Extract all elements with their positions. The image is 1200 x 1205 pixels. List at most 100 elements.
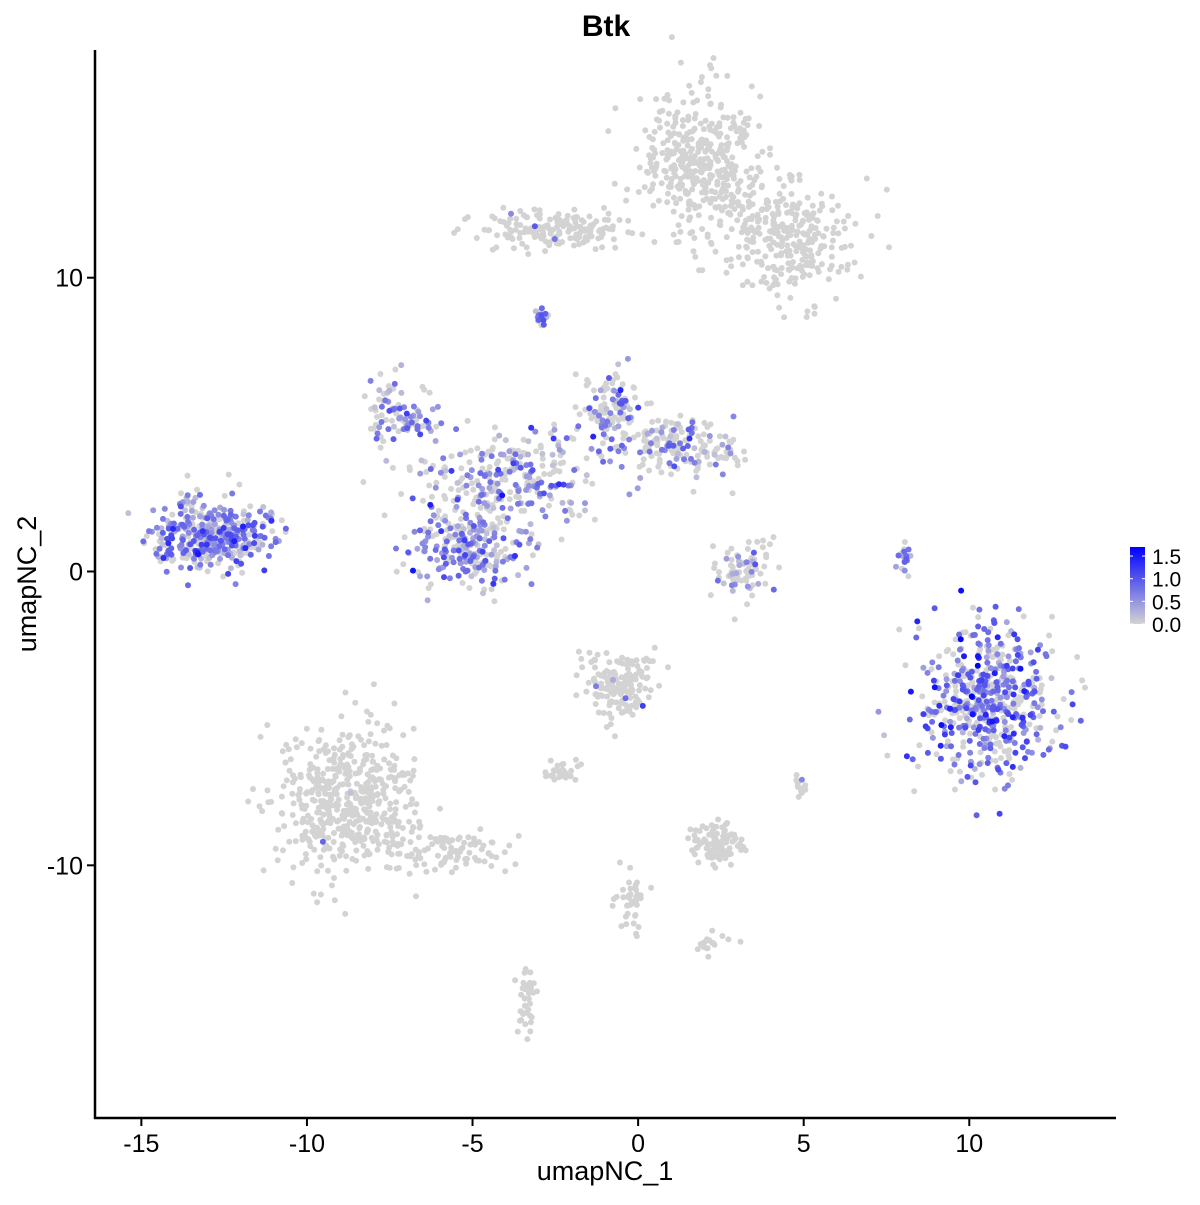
data-point: [938, 722, 945, 728]
data-point: [461, 537, 468, 544]
data-point: [572, 404, 579, 411]
data-point: [727, 850, 734, 857]
data-point: [1004, 677, 1011, 684]
data-point: [738, 577, 745, 584]
data-point: [227, 565, 234, 572]
data-point: [610, 236, 617, 243]
data-point: [197, 561, 204, 568]
data-point: [467, 447, 474, 454]
data-point: [354, 832, 361, 839]
data-point: [773, 252, 780, 259]
data-point: [289, 880, 296, 886]
data-point: [630, 434, 637, 441]
data-point: [493, 244, 500, 251]
data-point: [184, 472, 191, 479]
data-point: [169, 535, 176, 542]
data-point: [371, 776, 378, 783]
data-point: [346, 768, 353, 775]
data-point: [539, 507, 546, 514]
data-point: [592, 246, 599, 253]
data-point: [972, 779, 979, 786]
data-point: [691, 115, 698, 122]
data-point: [777, 198, 784, 205]
data-point: [809, 262, 816, 269]
data-point: [389, 838, 396, 845]
data-point: [667, 180, 674, 187]
data-point: [1069, 701, 1076, 708]
data-point: [337, 781, 344, 788]
data-point: [598, 680, 605, 687]
data-point: [624, 355, 631, 362]
data-point: [759, 206, 766, 213]
data-point: [524, 1036, 531, 1043]
data-point: [632, 693, 639, 700]
data-point: [748, 83, 755, 90]
data-point: [1046, 632, 1053, 639]
data-point: [686, 217, 692, 223]
data-point: [451, 229, 458, 236]
data-point: [260, 504, 267, 510]
data-point: [486, 484, 493, 491]
data-point: [719, 441, 726, 448]
data-point: [259, 808, 266, 815]
data-point: [844, 266, 851, 273]
data-point: [976, 741, 983, 747]
data-point: [691, 126, 698, 133]
data-point: [745, 203, 752, 210]
data-point: [517, 1008, 524, 1015]
data-point: [1082, 684, 1088, 691]
data-point: [528, 500, 535, 507]
data-point: [376, 396, 383, 403]
data-point: [1025, 748, 1031, 755]
data-point: [690, 488, 697, 495]
data-point: [711, 565, 718, 571]
data-point: [283, 777, 290, 784]
data-point: [298, 801, 305, 808]
data-point: [603, 380, 610, 387]
data-point: [593, 218, 600, 225]
data-point: [377, 776, 384, 783]
data-point: [924, 669, 931, 676]
data-point: [979, 771, 985, 778]
data-point: [538, 312, 545, 319]
data-point: [432, 866, 438, 873]
data-point: [499, 504, 506, 511]
data-point: [463, 860, 470, 867]
data-point: [644, 665, 650, 671]
data-point: [633, 933, 640, 940]
data-point: [459, 580, 466, 586]
data-point: [754, 218, 761, 225]
data-point: [537, 444, 544, 451]
data-point: [446, 575, 453, 582]
data-point: [426, 482, 433, 489]
data-point: [495, 515, 501, 522]
data-point: [178, 490, 184, 497]
data-point: [970, 724, 977, 731]
data-point: [658, 429, 665, 436]
data-point: [245, 512, 252, 519]
data-point: [427, 518, 434, 525]
data-point: [973, 667, 980, 674]
data-point: [765, 265, 771, 272]
data-point: [1079, 677, 1086, 684]
data-point: [448, 844, 455, 851]
data-point: [382, 397, 389, 404]
data-point: [415, 834, 422, 841]
data-point: [697, 163, 704, 170]
data-point: [392, 811, 398, 818]
data-point: [589, 480, 596, 487]
data-point: [727, 202, 734, 209]
data-point: [947, 724, 954, 731]
data-point: [592, 701, 599, 707]
data-point: [609, 396, 616, 403]
data-point: [467, 558, 474, 564]
data-point: [357, 768, 363, 775]
data-point: [325, 808, 332, 814]
data-point: [640, 456, 647, 463]
data-point: [462, 449, 469, 456]
data-point: [426, 389, 433, 396]
data-point: [442, 560, 449, 567]
data-point: [388, 851, 395, 858]
data-point: [470, 501, 477, 508]
data-point: [727, 562, 734, 569]
